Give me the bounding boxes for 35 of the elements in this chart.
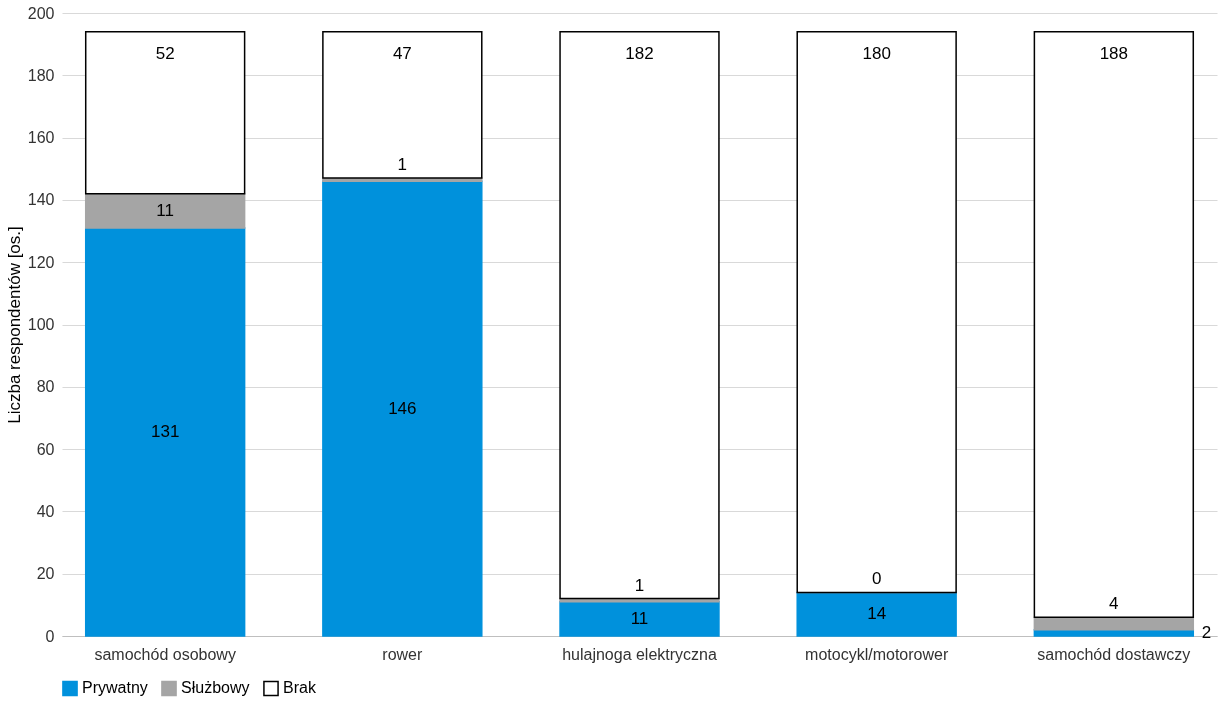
x-tick-label: hulajnoga elektryczna bbox=[562, 645, 717, 663]
x-tick-label: samochód dostawczy bbox=[1037, 645, 1191, 663]
y-tick-label: 180 bbox=[27, 66, 55, 84]
y-tick-label: 120 bbox=[27, 253, 55, 271]
data-label: 146 bbox=[388, 398, 417, 418]
y-tick-label: 40 bbox=[36, 502, 55, 520]
x-tick-label: motocykl/motorower bbox=[805, 645, 949, 663]
data-label: 188 bbox=[1099, 43, 1129, 63]
y-tick-label: 160 bbox=[27, 129, 55, 147]
data-label: 4 bbox=[1109, 594, 1119, 614]
data-label: 182 bbox=[625, 43, 654, 63]
y-axis-title: Liczba respondentów [os.] bbox=[4, 226, 24, 424]
y-tick-label: 20 bbox=[36, 565, 55, 583]
y-tick-label: 80 bbox=[36, 378, 55, 396]
data-label: 47 bbox=[392, 43, 412, 63]
data-label: 11 bbox=[156, 200, 174, 220]
x-tick-label: samochód osobowy bbox=[94, 645, 236, 663]
data-label: 14 bbox=[867, 604, 887, 624]
data-label: 1 bbox=[397, 155, 408, 175]
x-tick-label: rower bbox=[382, 645, 424, 663]
y-tick-label: 100 bbox=[27, 316, 55, 333]
y-tick-label: 140 bbox=[27, 191, 55, 209]
y-tick-label: 200 bbox=[27, 4, 55, 22]
data-label: 180 bbox=[862, 43, 891, 63]
data-label: 0 bbox=[871, 569, 882, 589]
data-label: 11 bbox=[630, 608, 649, 628]
data-label: 131 bbox=[150, 421, 180, 441]
legend-label: Brak bbox=[283, 679, 317, 697]
data-label: 52 bbox=[155, 43, 175, 63]
data-label: 1 bbox=[634, 575, 645, 595]
legend-label: Prywatny bbox=[82, 679, 148, 697]
legend-label: Służbowy bbox=[181, 679, 250, 697]
y-tick-label: 60 bbox=[36, 440, 55, 458]
data-label: 2 bbox=[1201, 622, 1212, 642]
y-tick-label: 0 bbox=[45, 627, 55, 645]
